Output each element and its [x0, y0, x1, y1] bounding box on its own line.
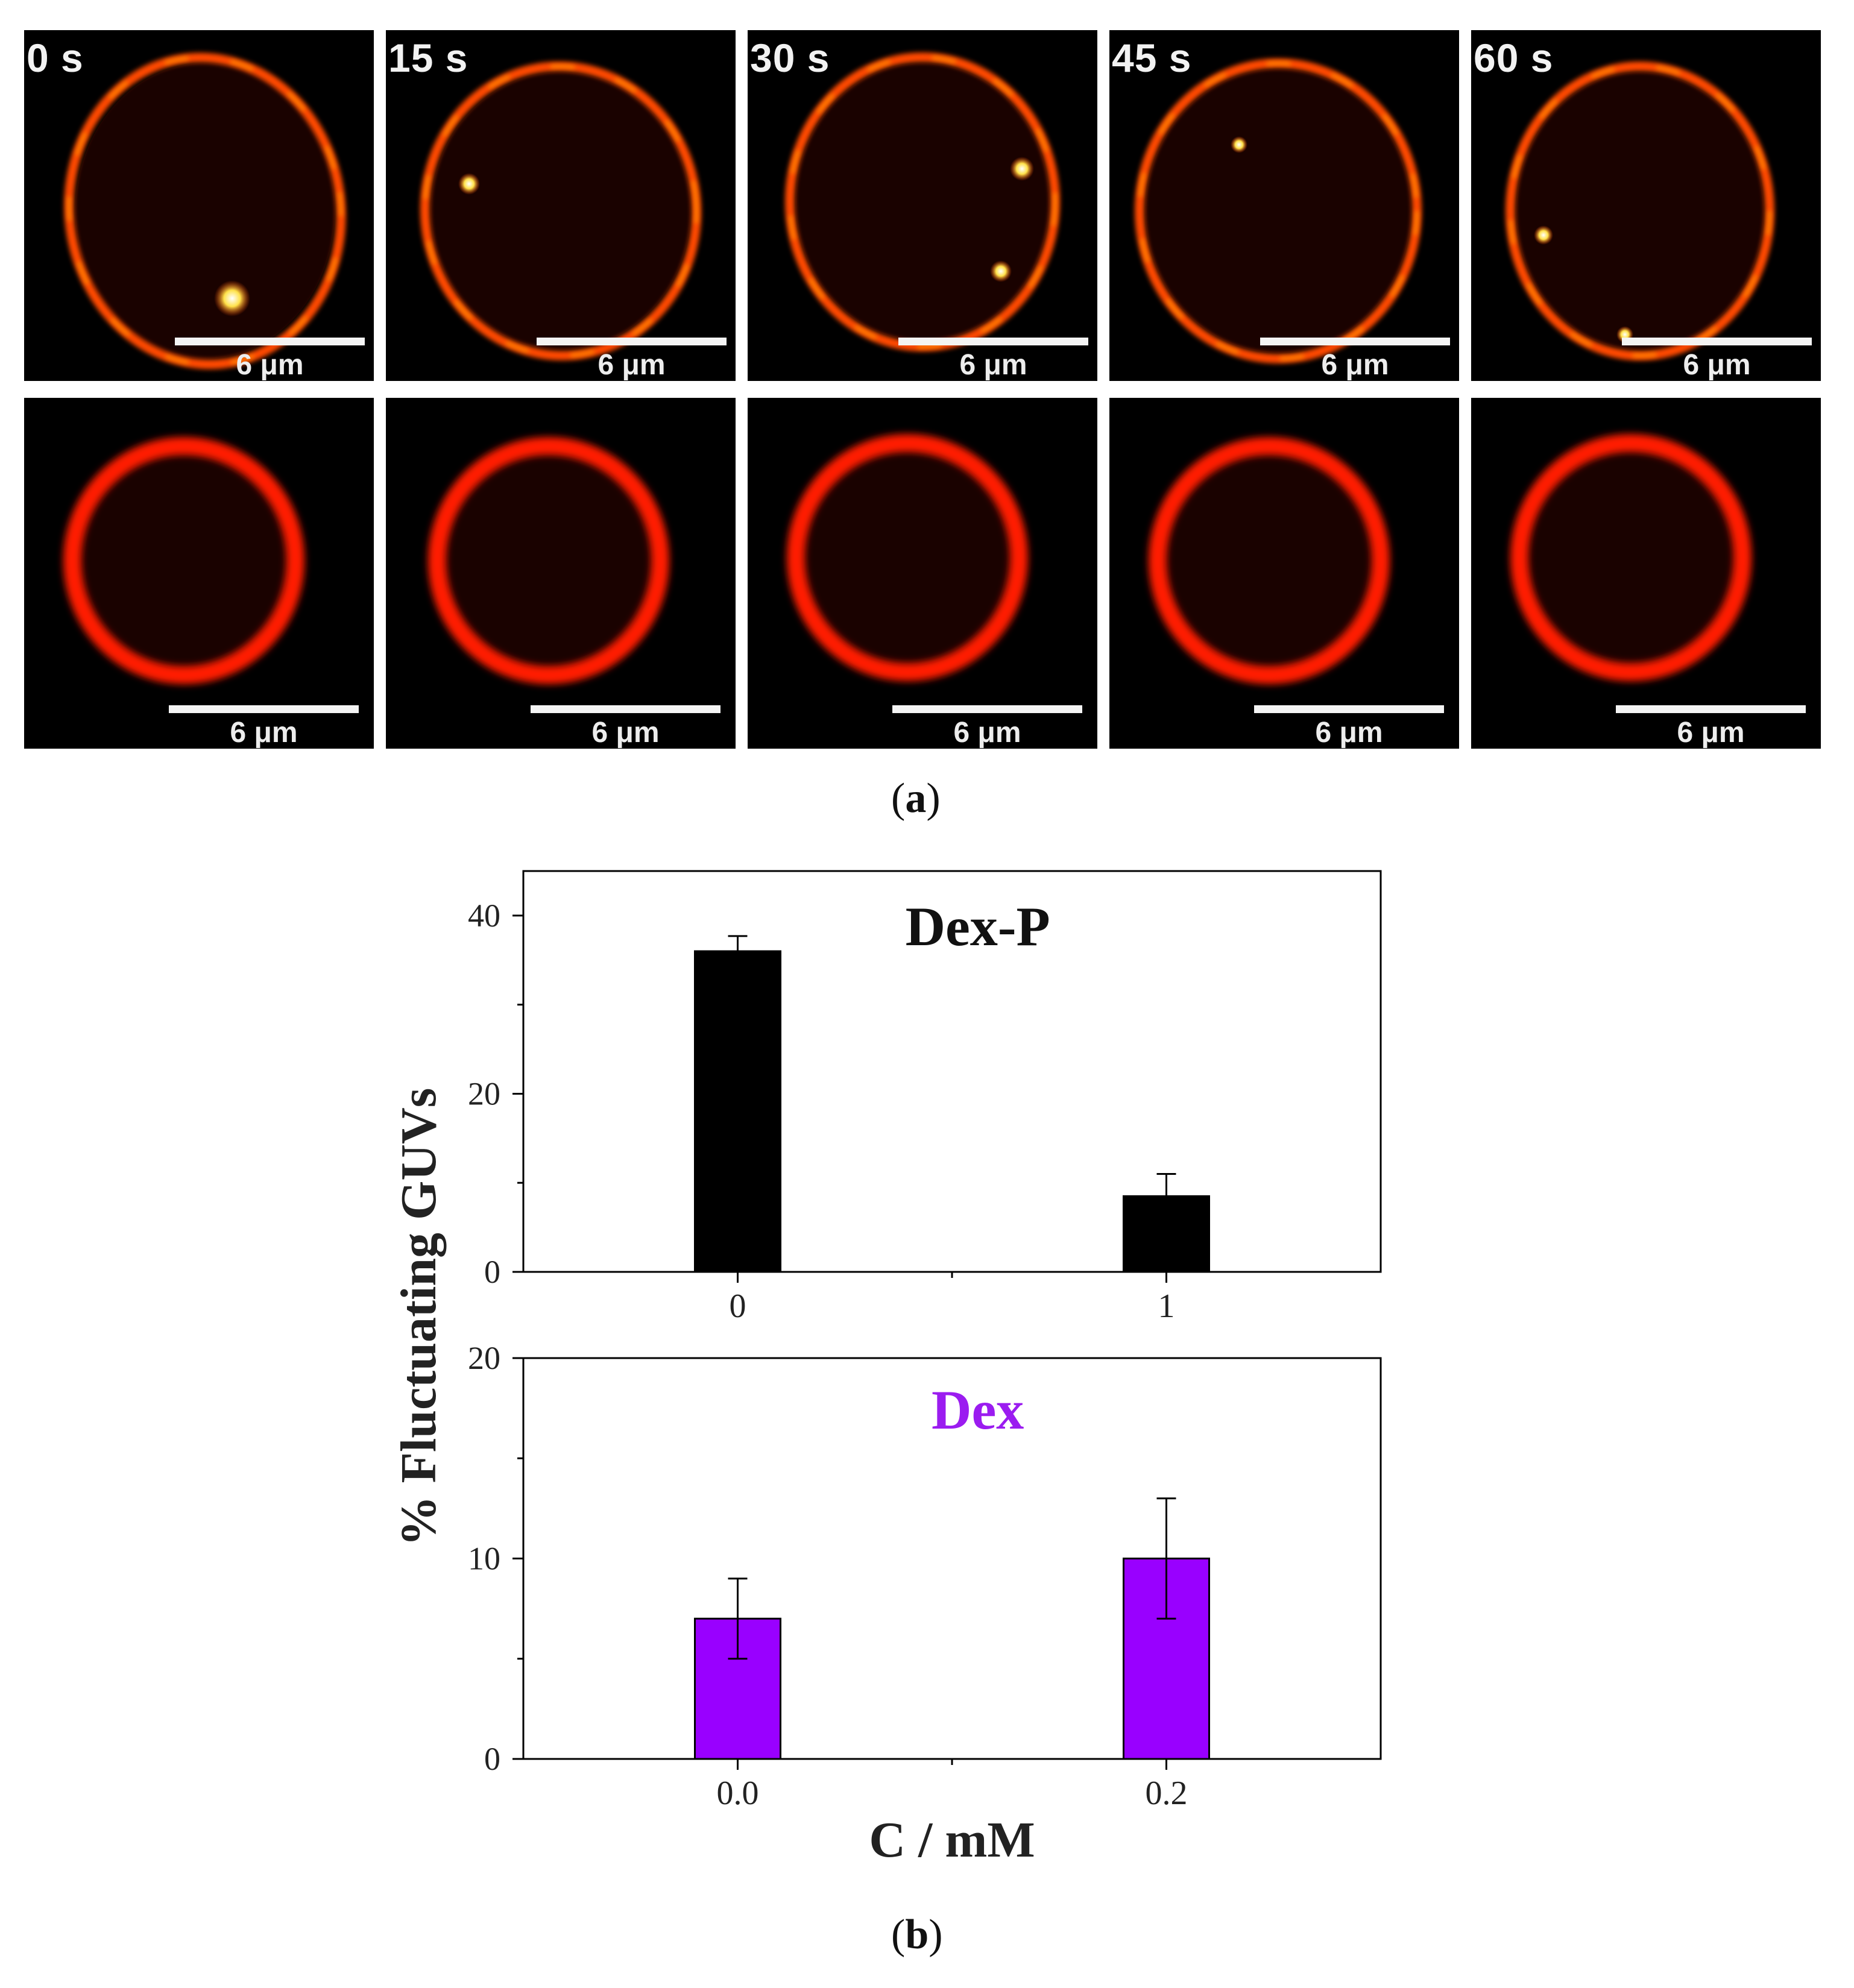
bright-spot: [1534, 225, 1553, 245]
vesicle-image: [1510, 434, 1752, 681]
time-label: 30 s: [750, 36, 830, 80]
scale-bar-label: 6 μm: [1321, 349, 1389, 381]
time-label: 60 s: [1474, 36, 1554, 80]
vesicle-image: [64, 52, 346, 370]
scale-bar-label: 6 μm: [598, 349, 666, 381]
vesicle-image: [785, 52, 1060, 351]
time-label: 15 s: [388, 36, 468, 80]
membrane-ring: [787, 434, 1028, 681]
x-tick-label: 1: [1158, 1288, 1175, 1325]
scale-bar-label: 6 μm: [953, 717, 1021, 749]
chart-title: Dex-P: [906, 896, 1050, 957]
scale-bar: [898, 338, 1088, 345]
scale-bar: [1260, 338, 1450, 345]
scale-bar: [175, 338, 365, 345]
y-tick-label: 40: [468, 898, 500, 934]
micrograph-tile: 6 μm: [1109, 398, 1459, 749]
membrane-ring: [428, 437, 669, 684]
x-tick-label: 0: [730, 1288, 746, 1325]
scale-bar-label: 6 μm: [230, 717, 298, 749]
vesicle-image: [1506, 61, 1774, 360]
scale-bar: [892, 705, 1082, 713]
time-label: 0 s: [27, 36, 84, 80]
micrograph-tile: 6 μm: [386, 398, 736, 749]
scale-bar-label: 6 μm: [1683, 349, 1751, 381]
membrane-ring: [1510, 434, 1752, 681]
vesicle-image: [63, 437, 304, 684]
y-tick-label: 10: [468, 1541, 500, 1577]
scale-bar-label: 6 μm: [591, 717, 660, 749]
bright-spot: [1010, 157, 1034, 181]
micrograph-tile: 30 s 6 μm: [748, 30, 1097, 381]
scale-bar: [1622, 338, 1812, 345]
vesicle-image: [1149, 437, 1390, 684]
scale-bar-label: 6 μm: [236, 349, 304, 381]
bright-spot: [214, 280, 250, 316]
x-tick-label: 0.0: [717, 1775, 759, 1812]
panel-a-label: (a): [891, 775, 941, 822]
micrograph-tile: 45 s 6 μm: [1109, 30, 1459, 381]
micrograph-tile: 6 μm: [748, 398, 1097, 749]
scale-bar-label: 6 μm: [1315, 717, 1383, 749]
scale-bar: [169, 705, 359, 713]
scale-bar: [1616, 705, 1806, 713]
scale-bar-label: 6 μm: [1677, 717, 1745, 749]
vesicle-image: [428, 437, 669, 684]
membrane-ring: [63, 437, 304, 684]
y-tick-label: 20: [468, 1075, 500, 1112]
x-tick-label: 0.2: [1146, 1775, 1188, 1812]
bar: [694, 950, 781, 1273]
y-axis-label: % Fluctuating GUVs: [391, 1088, 447, 1547]
y-tick-label: 20: [468, 1340, 500, 1376]
bright-spot: [1231, 136, 1247, 153]
time-label: 45 s: [1112, 36, 1192, 80]
y-tick-label: 0: [484, 1741, 500, 1777]
micrograph-tile: 6 μm: [24, 398, 374, 749]
scale-bar: [1254, 705, 1444, 713]
micrograph-tile: 60 s 6 μm: [1471, 30, 1821, 381]
micrograph-tile: 6 μm: [1471, 398, 1821, 749]
bright-spot: [990, 260, 1012, 282]
vesicle-image: [420, 61, 702, 360]
chart-title: Dex: [932, 1379, 1024, 1441]
x-axis-label: C / mM: [869, 1812, 1035, 1868]
micrograph-tile: 15 s 6 μm: [386, 30, 736, 381]
vesicle-image: [1135, 58, 1422, 363]
bright-spot: [458, 173, 480, 195]
membrane-ring: [1149, 437, 1390, 684]
vesicle-image: [787, 434, 1028, 681]
scale-bar: [531, 705, 720, 713]
y-tick-label: 0: [484, 1254, 500, 1290]
scale-bar: [537, 338, 727, 345]
panel-b-label: (b): [891, 1911, 943, 1958]
scale-bar-label: 6 μm: [959, 349, 1027, 381]
micrograph-tile: 0 s 6 μm: [24, 30, 374, 381]
